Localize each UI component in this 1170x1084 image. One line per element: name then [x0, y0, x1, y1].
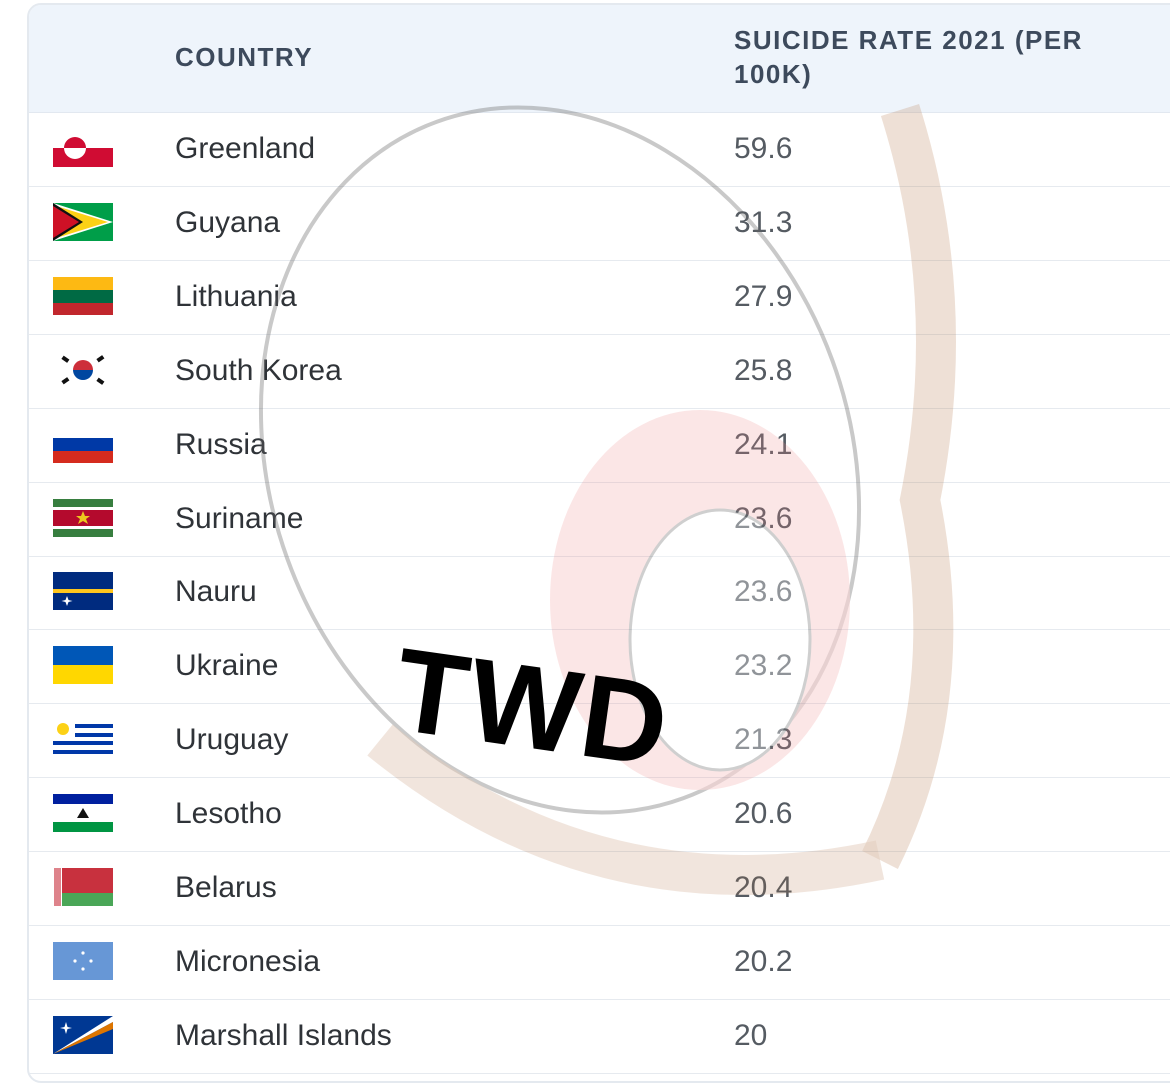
country-name: Nauru [175, 575, 257, 609]
country-name: Micronesia [175, 944, 321, 978]
country-name: Greenland [175, 132, 316, 165]
suicide-rate: 23.2 [734, 649, 793, 683]
suicide-rate: 20.2 [734, 944, 793, 978]
flag [53, 350, 113, 389]
table-row: Russia 24.1 [29, 408, 1170, 483]
flag-icon [53, 276, 113, 320]
table-header: COUNTRY SUICIDE RATE 2021 (PER 100K) [29, 5, 1170, 113]
country-name: Suriname [175, 501, 304, 535]
flag-icon [53, 794, 113, 837]
table-row: South Korea 25.8 [29, 334, 1170, 409]
suicide-rate: 23.6 [734, 501, 793, 535]
flag [53, 868, 113, 906]
suicide-rate: 20 [734, 1018, 768, 1052]
table-row: Marshall Islands 20 [29, 999, 1170, 1074]
flag [53, 720, 113, 759]
flag-icon [53, 1015, 113, 1059]
flag-icon [53, 202, 113, 246]
flag [53, 424, 113, 463]
table-row: Ukraine 23.2 [29, 629, 1170, 705]
table-row: Suriname 23.6 [29, 482, 1170, 557]
suicide-rate: 31.3 [734, 205, 793, 239]
country-name: South Korea [175, 353, 342, 387]
flag-icon [53, 646, 113, 689]
country-name: Russia [175, 427, 267, 461]
table-row: Guyana 31.3 [29, 186, 1170, 261]
country-name: Lesotho [175, 797, 282, 831]
flag-icon [53, 498, 113, 542]
suicide-rate: 21.3 [734, 723, 793, 757]
flag [53, 941, 113, 980]
table-row: Lesotho 20.6 [29, 777, 1170, 853]
suicide-rate: 25.8 [734, 353, 793, 387]
country-name: Guyana [175, 205, 281, 239]
flag [53, 202, 113, 241]
flag-icon [53, 941, 113, 985]
country-name: Ukraine [175, 649, 279, 683]
flag-icon [53, 868, 113, 911]
table-card: COUNTRY SUICIDE RATE 2021 (PER 100K) Gre… [27, 3, 1170, 1083]
flag [53, 572, 113, 611]
flag [53, 129, 113, 167]
flag [53, 276, 113, 315]
header-rate: SUICIDE RATE 2021 (PER 100K) [734, 25, 1083, 89]
flag-icon [53, 572, 113, 615]
flag [53, 1015, 113, 1054]
flag-icon [53, 720, 113, 763]
table-row: Belarus 20.4 [29, 851, 1170, 926]
suicide-rate: 59.6 [734, 132, 793, 165]
suicide-rate: 27.9 [734, 279, 793, 313]
flag [53, 498, 113, 537]
table-row: Greenland 59.6 [29, 112, 1170, 187]
table-row: Lithuania 27.9 [29, 260, 1170, 335]
suicide-rate: 24.1 [734, 427, 793, 461]
flag-icon [53, 129, 113, 172]
suicide-rate: 23.6 [734, 575, 793, 609]
table-row: Micronesia 20.2 [29, 925, 1170, 1000]
country-name: Uruguay [175, 723, 289, 757]
header-country: COUNTRY [175, 42, 314, 72]
flag [53, 794, 113, 833]
table-row: Nauru 23.6 [29, 555, 1170, 631]
country-name: Belarus [175, 871, 277, 904]
flag [53, 646, 113, 685]
suicide-rate: 20.6 [734, 797, 793, 831]
country-name: Marshall Islands [175, 1018, 392, 1052]
suicide-rate: 20.4 [734, 871, 793, 904]
country-name: Lithuania [175, 279, 297, 313]
flag-icon [53, 350, 113, 394]
flag-icon [53, 424, 113, 468]
table-row: Uruguay 21.3 [29, 703, 1170, 779]
